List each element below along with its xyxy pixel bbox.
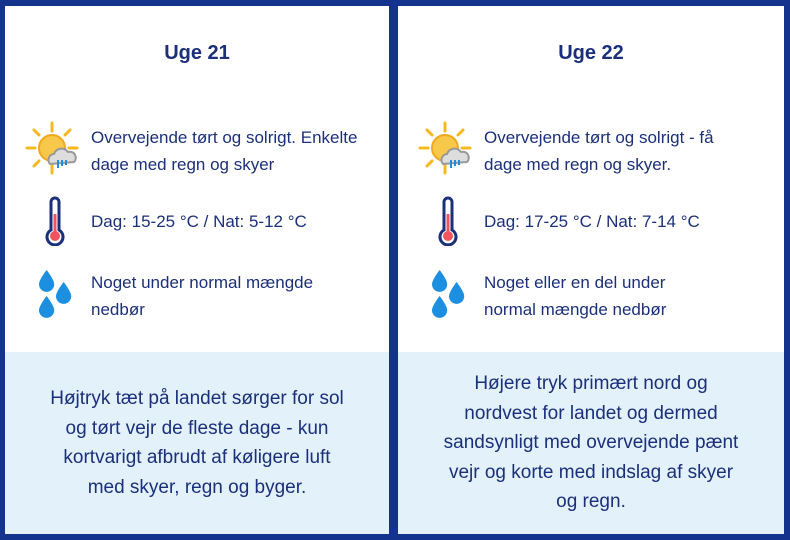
week-title: Uge 22 [558,42,624,64]
temperature-text: Dag: 15-25 °C / Nat: 5-12 °C [91,211,307,231]
precipitation-text: Noget under normal mængde nedbør [91,273,314,319]
temperature-row: Dag: 17-25 °C / Nat: 7-14 °C [398,196,784,246]
raindrops-icon [412,270,484,322]
weather-text: Overvejende tørt og solrigt. Enkelte dag… [91,128,358,174]
raindrops-icon [19,270,91,322]
weather-text: Overvejende tørt og solrigt - få dage me… [484,128,714,174]
temperature-text: Dag: 17-25 °C / Nat: 7-14 °C [484,211,700,231]
thermometer-icon [412,196,484,246]
summary-text: Højtryk tæt på landet sørger for sol og … [5,352,389,534]
sun-cloud-rain-icon [19,120,91,182]
week-card-21: Uge 21 Overvejende tørt og solrigt. Enke… [5,6,389,534]
precipitation-text: Noget eller en del under normal mængde n… [484,273,667,319]
weather-row: Overvejende tørt og solrigt. Enkelte dag… [5,120,389,182]
precipitation-row: Noget under normal mængde nedbør [5,269,389,323]
sun-cloud-rain-icon [412,120,484,182]
week-card-22: Uge 22 Overvejende tørt og solrigt - få … [398,6,784,534]
precipitation-row: Noget eller en del under normal mængde n… [398,269,784,323]
summary-text: Højere tryk primært nord og nordvest for… [398,352,784,534]
thermometer-icon [19,196,91,246]
weather-row: Overvejende tørt og solrigt - få dage me… [398,120,784,182]
week-title: Uge 21 [164,42,230,64]
temperature-row: Dag: 15-25 °C / Nat: 5-12 °C [5,196,389,246]
